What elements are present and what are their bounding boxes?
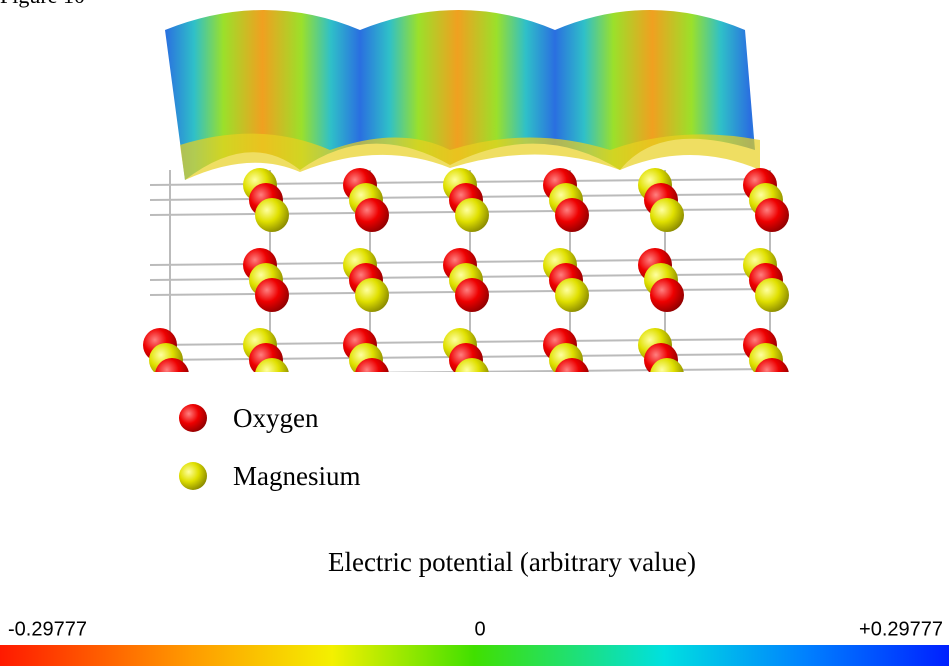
- colorbar-mid: 0: [474, 618, 485, 640]
- oxygen-atom: [755, 198, 789, 232]
- oxygen-atom: [255, 278, 289, 312]
- potential-surface-rim: [180, 133, 760, 180]
- legend-marker: [179, 462, 207, 490]
- molecule-scene: [143, 10, 789, 372]
- legend-label: Oxygen: [233, 403, 319, 433]
- oxygen-atom: [355, 358, 389, 372]
- colorbar-min: -0.29777: [8, 618, 87, 640]
- magnesium-atom: [355, 278, 389, 312]
- figure-caption: Figure 10: [0, 0, 85, 8]
- oxygen-atom: [155, 358, 189, 372]
- magnesium-atom: [555, 278, 589, 312]
- legend-label: Magnesium: [233, 461, 361, 491]
- magnesium-atom: [650, 358, 684, 372]
- oxygen-atom: [555, 198, 589, 232]
- potential-surface: [165, 10, 755, 180]
- magnesium-atom: [255, 198, 289, 232]
- oxygen-atom: [650, 278, 684, 312]
- oxygen-atom: [355, 198, 389, 232]
- legend-marker: [179, 404, 207, 432]
- magnesium-atom: [455, 358, 489, 372]
- colorbar-title: Electric potential (arbitrary value): [328, 547, 696, 577]
- colorbar-max: +0.29777: [859, 618, 943, 640]
- oxygen-atom: [455, 278, 489, 312]
- colorbar: [0, 645, 949, 666]
- magnesium-atom: [255, 358, 289, 372]
- oxygen-atom: [555, 358, 589, 372]
- oxygen-atom: [755, 358, 789, 372]
- magnesium-atom: [455, 198, 489, 232]
- magnesium-atom: [650, 198, 684, 232]
- magnesium-atom: [755, 278, 789, 312]
